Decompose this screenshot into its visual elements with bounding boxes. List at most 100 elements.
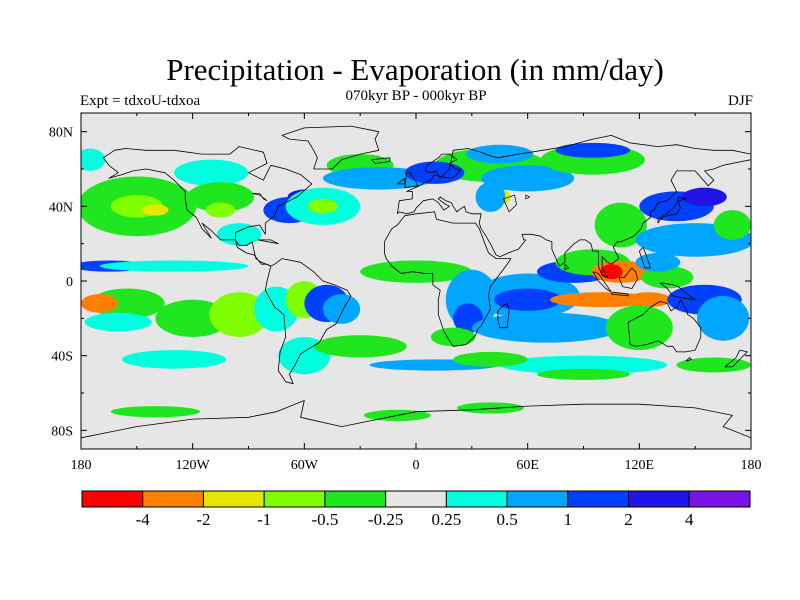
latitude-axis: 80N 40N 0 40S 80S (49, 126, 751, 439)
anomaly-region-54 (635, 253, 681, 272)
anomaly-region-3 (174, 159, 249, 186)
coastline-18 (257, 239, 279, 245)
anomaly-region-26 (99, 260, 249, 272)
coastline-15 (81, 400, 751, 439)
coastline-8 (618, 267, 638, 289)
x-tick-label: 120W (176, 458, 211, 473)
x-tick-label: 0 (413, 458, 420, 473)
anomaly-region-63 (456, 402, 524, 414)
anomaly-region-1 (481, 165, 575, 192)
anomaly-region-23 (713, 210, 751, 240)
coastline-2 (397, 135, 751, 278)
colorbar-label: 0.25 (431, 510, 461, 529)
coastline-9 (659, 282, 696, 301)
anomaly-region-37 (313, 335, 407, 358)
colorbar: -4 -2 -1 -0.5 -0.25 0.25 0.5 1 2 4 (81, 490, 751, 529)
colorbar-label: -4 (136, 510, 151, 529)
colorbar-box-10 (688, 490, 751, 508)
anomaly-region-21 (682, 187, 727, 207)
coastline-16 (638, 247, 651, 269)
anomaly-region-66 (475, 182, 506, 212)
anomaly-region-48 (600, 264, 623, 280)
anomaly-region-6 (142, 204, 169, 216)
anomaly-region-65 (81, 148, 106, 171)
y-tick-label: 80N (49, 126, 73, 141)
pme-field (81, 113, 751, 449)
coastline-6 (592, 271, 612, 293)
longitude-axis: 180 120W 60W 0 60E 120E 180 (71, 113, 762, 473)
x-tick-label: 120E (625, 458, 655, 473)
x-tick-label: 180 (741, 458, 762, 473)
y-tick-label: 0 (66, 275, 73, 290)
anomaly-region-9 (205, 202, 236, 218)
anomaly-region-7 (187, 182, 255, 212)
colorbar-label: 2 (624, 510, 633, 529)
anomaly-region-51 (641, 266, 694, 289)
colorbar-box-7 (506, 490, 569, 508)
anomaly-region-31 (209, 292, 269, 337)
anomaly-region-43 (494, 288, 562, 311)
colorbar-box-5 (385, 490, 447, 508)
coastline-4 (627, 299, 702, 353)
anomaly-region-44 (471, 312, 621, 343)
colorbar-box-9 (628, 490, 690, 508)
season-label: DJF (727, 93, 753, 109)
coastline-12 (371, 157, 391, 164)
colorbar-label: -0.5 (311, 510, 338, 529)
anomaly-region-35 (322, 294, 361, 324)
lake-outline-1 (525, 194, 531, 200)
colorbar-label: -1 (257, 510, 271, 529)
experiment-label: Expt = tdxoU-tdxoa (80, 93, 201, 109)
map-title: Precipitation - Evaporation (in mm/day) (166, 52, 664, 87)
coastline-7 (611, 291, 629, 297)
anomaly-region-52 (605, 305, 673, 351)
coastline-0 (102, 146, 352, 385)
lake-outline-0 (503, 194, 517, 213)
lake-outline-2 (252, 192, 268, 202)
anomaly-region-57 (499, 355, 668, 375)
colorbar-label: 1 (564, 510, 573, 529)
coastline-11 (404, 172, 419, 189)
y-tick-label: 40S (51, 350, 73, 365)
coastline-13 (397, 177, 406, 185)
coastline-3 (384, 211, 512, 347)
coastline-10 (657, 196, 687, 224)
anomaly-region-41 (430, 327, 476, 347)
map-subtitle: 070kyr BP - 000kyr BP (345, 88, 487, 104)
colorbar-box-1 (142, 490, 204, 508)
colorbar-box-6 (445, 490, 508, 508)
coastline-5 (497, 303, 510, 329)
anomaly-region-60 (453, 351, 528, 367)
coastline-14 (724, 349, 748, 368)
anomaly-region-62 (110, 406, 201, 418)
anomaly-region-58 (536, 368, 631, 380)
anomaly-region-55 (697, 295, 750, 341)
coastlines (81, 125, 751, 439)
y-tick-label: 40N (49, 200, 73, 215)
colorbar-box-0 (81, 490, 144, 508)
anomaly-region-28 (81, 294, 119, 313)
colorbar-label: 4 (685, 510, 694, 529)
colorbar-box-2 (202, 490, 265, 508)
anomaly-region-16 (404, 161, 465, 184)
anomaly-region-17 (466, 144, 534, 164)
x-tick-label: 60W (291, 458, 319, 473)
anomaly-region-8 (216, 223, 262, 246)
coastline-1 (281, 125, 380, 170)
colorbar-box-8 (567, 490, 630, 508)
x-tick-label: 180 (71, 458, 92, 473)
colorbar-label: -0.25 (368, 510, 403, 529)
anomaly-region-38 (360, 260, 472, 283)
anomaly-region-56 (676, 357, 751, 373)
coastline-17 (685, 357, 692, 362)
y-tick-label: 80S (51, 424, 73, 439)
x-tick-label: 60E (516, 458, 539, 473)
anomaly-region-18 (555, 142, 631, 158)
colorbar-label: 0.5 (496, 510, 517, 529)
colorbar-box-4 (324, 490, 387, 508)
anomaly-region-50 (626, 292, 671, 308)
anomaly-region-13 (308, 198, 338, 214)
colorbar-box-3 (263, 490, 326, 508)
coastline-19 (564, 263, 569, 271)
